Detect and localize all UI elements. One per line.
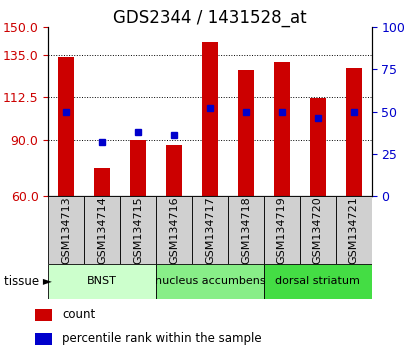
Bar — [238, 70, 254, 196]
Text: count: count — [62, 308, 95, 321]
Bar — [192, 196, 228, 264]
Text: GSM134715: GSM134715 — [133, 196, 143, 264]
Bar — [264, 196, 300, 264]
Bar — [166, 145, 182, 196]
Bar — [156, 264, 264, 299]
Text: GSM134714: GSM134714 — [97, 196, 107, 264]
Text: GSM134713: GSM134713 — [61, 196, 71, 264]
Bar — [156, 196, 192, 264]
Bar — [346, 68, 362, 196]
Text: GSM134719: GSM134719 — [277, 196, 287, 264]
Bar — [228, 196, 264, 264]
Bar — [310, 98, 326, 196]
Bar — [35, 333, 52, 345]
Text: tissue ►: tissue ► — [4, 275, 52, 288]
Bar — [300, 196, 336, 264]
Bar — [35, 309, 52, 321]
Text: BNST: BNST — [87, 276, 117, 286]
Bar — [264, 264, 372, 299]
Text: GSM134721: GSM134721 — [349, 196, 359, 264]
Bar — [84, 196, 120, 264]
Bar — [48, 264, 156, 299]
Bar — [202, 42, 218, 196]
Text: GDS2344 / 1431528_at: GDS2344 / 1431528_at — [113, 9, 307, 27]
Bar — [94, 168, 110, 196]
Bar — [58, 57, 74, 196]
Text: GSM134720: GSM134720 — [313, 196, 323, 264]
Text: dorsal striatum: dorsal striatum — [276, 276, 360, 286]
Text: nucleus accumbens: nucleus accumbens — [155, 276, 265, 286]
Bar — [130, 140, 146, 196]
Text: GSM134718: GSM134718 — [241, 196, 251, 264]
Bar — [48, 196, 84, 264]
Bar — [274, 62, 290, 196]
Text: GSM134717: GSM134717 — [205, 196, 215, 264]
Text: percentile rank within the sample: percentile rank within the sample — [62, 332, 262, 345]
Text: GSM134716: GSM134716 — [169, 196, 179, 264]
Bar — [336, 196, 372, 264]
Bar — [120, 196, 156, 264]
